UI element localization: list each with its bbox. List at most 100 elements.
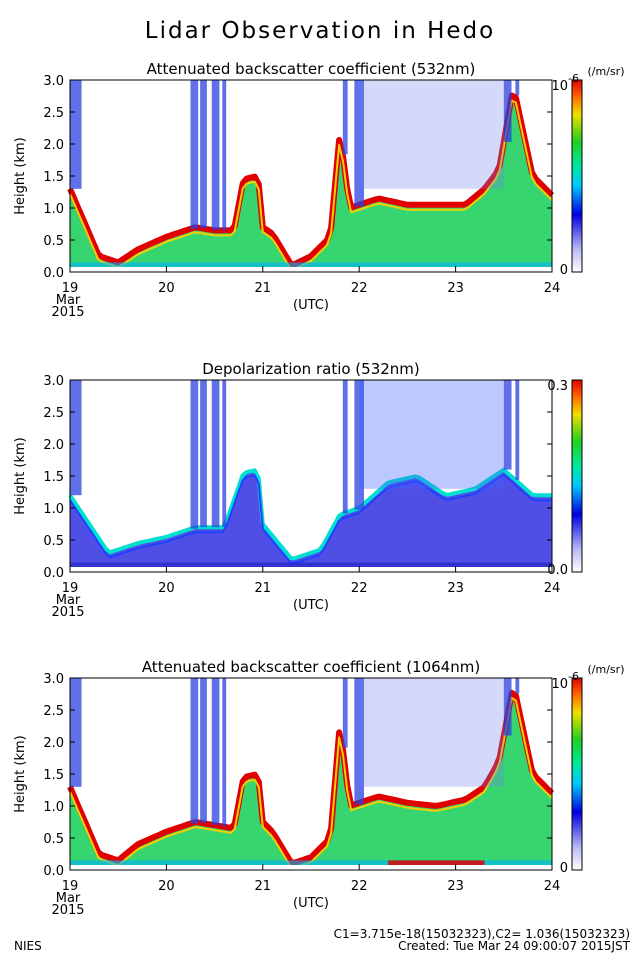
cloud-streak [342, 80, 348, 155]
y-tick-label: 1.5 [43, 768, 64, 783]
cloud-streak [515, 678, 520, 694]
colorbar-gradient [572, 380, 582, 572]
cloud-streak [222, 678, 227, 827]
y-tick-label: 2.0 [43, 138, 64, 153]
panel-3: Attenuated backscatter coefficient (1064… [13, 658, 624, 918]
y-tick-label: 1.5 [43, 170, 64, 185]
cloud-streak [70, 678, 82, 787]
cloud-streak [354, 80, 365, 207]
y-tick-label: 0.5 [43, 234, 64, 249]
colorbar-unit: (/m/sr) [588, 663, 625, 676]
y-tick-label: 0.0 [43, 266, 64, 281]
footer-created: Created: Tue Mar 24 09:00:07 2015JST [398, 939, 631, 953]
x-tick-label: 22 [351, 581, 368, 596]
cloud-streak [515, 380, 520, 480]
y-tick-label: 2.0 [43, 736, 64, 751]
cloud-streak [222, 80, 227, 231]
x-tick-label: 24 [544, 879, 561, 894]
x-tick-label: 19 [62, 879, 79, 894]
x-tick-label: 20 [158, 879, 175, 894]
blind-zone [70, 267, 552, 272]
layer-top-edge [67, 689, 555, 866]
layer-top-edge [67, 92, 555, 268]
cloud-streak [190, 380, 199, 529]
x-tick-label: 24 [544, 281, 561, 296]
y-tick-label: 1.5 [43, 470, 64, 485]
cloud-streak [354, 678, 365, 805]
cloud-streak [222, 380, 227, 528]
y-tick-label: 2.5 [43, 704, 64, 719]
cloud-streak [70, 380, 82, 496]
x-date-label: 2015 [51, 605, 84, 620]
y-tick-label: 3.0 [43, 74, 64, 89]
y-axis-label: Height (km) [13, 735, 28, 812]
cloud-streak [515, 80, 520, 96]
x-date-label: Mar [56, 293, 81, 308]
blind-zone [70, 567, 552, 572]
panel-title: Attenuated backscatter coefficient (532n… [147, 60, 476, 78]
x-tick-label: 19 [62, 281, 79, 296]
y-tick-label: 2.5 [43, 106, 64, 121]
cloud-streak [342, 678, 348, 748]
x-tick-label: 21 [255, 581, 272, 596]
colorbar-frame [571, 379, 583, 573]
aerosol-layer-body [70, 469, 552, 572]
y-tick-label: 0.0 [43, 864, 64, 879]
colorbar-frame [571, 677, 583, 871]
cloud-streak [211, 678, 220, 825]
cloud-streak [200, 678, 207, 823]
cloud-streak [200, 80, 207, 228]
x-date-label: 2015 [51, 903, 84, 918]
cloud-streak [200, 380, 207, 528]
page-title: Lidar Observation in Hedo [145, 18, 495, 44]
upper-haze [359, 678, 504, 787]
colorbar-frame [571, 79, 583, 273]
colorbar-exponent: -6 [568, 72, 579, 85]
x-tick-label: 24 [544, 581, 561, 596]
x-tick-label: 23 [447, 581, 464, 596]
layer-top-edge [68, 467, 552, 561]
y-tick-label: 2.5 [43, 406, 64, 421]
panel-1: Attenuated backscatter coefficient (532n… [13, 60, 624, 320]
x-tick-label: 23 [447, 879, 464, 894]
cloud-streak [503, 380, 512, 470]
colorbar-gradient [572, 80, 582, 272]
x-axis-label: (UTC) [293, 598, 329, 613]
cloud-streak [211, 380, 220, 528]
x-axis-label: (UTC) [293, 896, 329, 911]
colorbar-min-label: 0 [560, 861, 568, 876]
x-axis-label: (UTC) [293, 298, 329, 313]
x-tick-label: 23 [447, 281, 464, 296]
y-axis-label: Height (km) [13, 437, 28, 514]
y-axis-label: Height (km) [13, 137, 28, 214]
aerosol-layer-body [70, 95, 552, 272]
footer-calibration: C1=3.715e-18(15032323),C2= 1.036(1503232… [334, 927, 630, 941]
cloud-streak [70, 80, 82, 189]
upper-haze [359, 80, 504, 189]
cloud-streak [342, 380, 348, 514]
y-tick-label: 1.0 [43, 502, 64, 517]
cloud-streak [503, 678, 512, 736]
layer-inner-edge [69, 473, 552, 565]
y-tick-label: 2.0 [43, 438, 64, 453]
colorbar-min-label: 0 [560, 263, 568, 278]
colorbar-max-label: 0.3 [547, 379, 568, 394]
cloud-streak [190, 80, 199, 229]
cloud-streak [190, 678, 199, 824]
x-tick-label: 20 [158, 281, 175, 296]
x-date-label: Mar [56, 593, 81, 608]
panel-title: Attenuated backscatter coefficient (1064… [142, 658, 480, 676]
x-tick-label: 22 [351, 879, 368, 894]
upper-haze [359, 380, 504, 489]
colorbar-exponent: -6 [568, 670, 579, 683]
y-tick-label: 0.5 [43, 832, 64, 847]
y-tick-label: 3.0 [43, 374, 64, 389]
x-date-label: 2015 [51, 305, 84, 320]
x-tick-label: 20 [158, 581, 175, 596]
blind-zone [70, 865, 552, 870]
x-date-label: Mar [56, 891, 81, 906]
cloud-streak [211, 80, 220, 230]
colorbar-min-label: 0.0 [547, 563, 568, 578]
colorbar-max-label: 10 [551, 677, 568, 692]
